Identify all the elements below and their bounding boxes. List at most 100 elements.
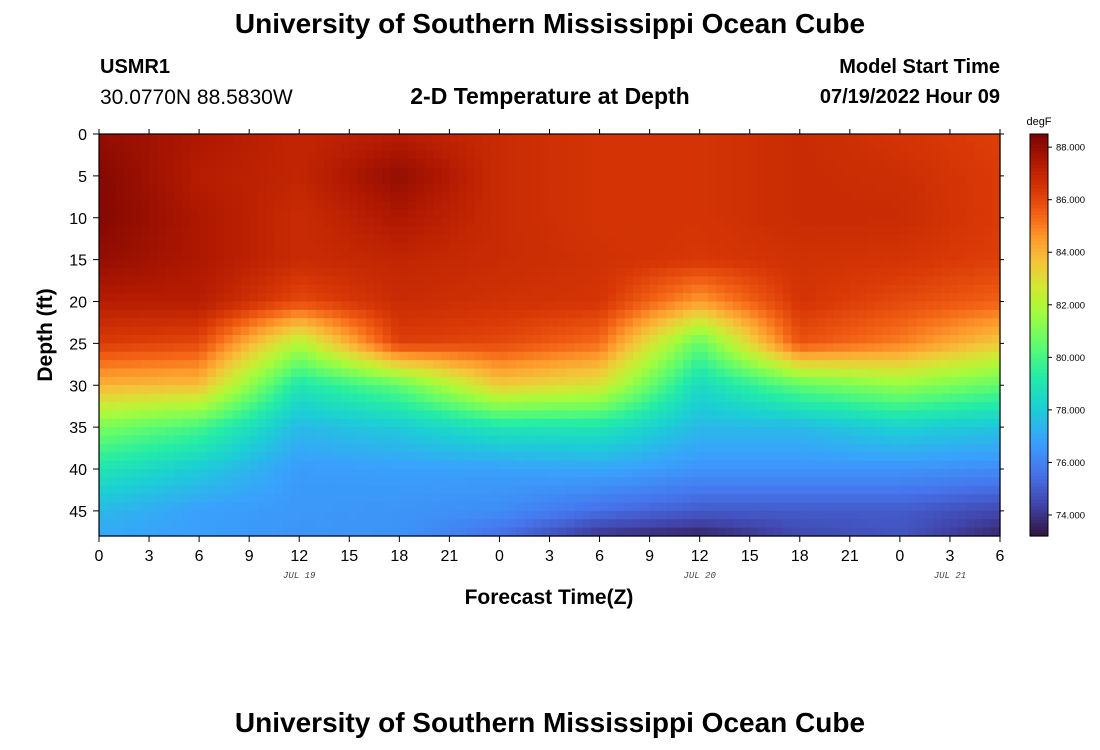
- heatmap-cell: [257, 402, 267, 411]
- heatmap-cell: [791, 335, 801, 344]
- heatmap-cell: [532, 443, 542, 453]
- heatmap-cell: [983, 318, 993, 328]
- heatmap-cell: [507, 318, 517, 328]
- heatmap-cell: [482, 268, 492, 277]
- heatmap-cell: [315, 184, 325, 194]
- heatmap-cell: [416, 402, 425, 411]
- heatmap-cell: [516, 402, 526, 411]
- heatmap-cell: [866, 460, 876, 470]
- heatmap-cell: [991, 376, 1001, 386]
- heatmap-cell: [841, 343, 851, 353]
- heatmap-cell: [849, 485, 859, 495]
- heatmap-cell: [649, 268, 659, 277]
- heatmap-cell: [549, 502, 559, 512]
- heatmap-cell: [399, 134, 409, 143]
- heatmap-cell: [532, 276, 542, 286]
- heatmap-cell: [182, 184, 192, 194]
- heatmap-cell: [574, 494, 584, 504]
- heatmap-cell: [332, 284, 342, 294]
- heatmap-cell: [265, 259, 275, 269]
- heatmap-cell: [724, 343, 734, 353]
- heatmap-cell: [941, 368, 951, 378]
- heatmap-cell: [616, 293, 626, 303]
- heatmap-cell: [833, 452, 843, 462]
- heatmap-cell: [574, 427, 584, 437]
- heatmap-cell: [783, 318, 793, 328]
- heatmap-cell: [682, 351, 692, 361]
- heatmap-cell: [382, 427, 392, 437]
- heatmap-cell: [933, 368, 943, 378]
- heatmap-cell: [215, 402, 225, 411]
- heatmap-cell: [741, 167, 751, 177]
- heatmap-cell: [733, 318, 742, 328]
- heatmap-cell: [591, 276, 601, 286]
- heatmap-cell: [165, 393, 175, 403]
- heatmap-cell: [124, 435, 133, 445]
- heatmap-cell: [874, 485, 884, 495]
- heatmap-cell: [607, 435, 617, 445]
- heatmap-cell: [808, 268, 818, 277]
- heatmap-cell: [215, 318, 225, 328]
- heatmap-cell: [891, 150, 901, 160]
- heatmap-cell: [507, 335, 517, 344]
- heatmap-cell: [449, 209, 459, 219]
- heatmap-cell: [991, 410, 1001, 420]
- heatmap-cell: [416, 427, 425, 437]
- heatmap-cell: [399, 376, 409, 386]
- heatmap-cell: [307, 159, 317, 169]
- heatmap-cell: [249, 335, 259, 344]
- heatmap-cell: [741, 150, 751, 160]
- heatmap-cell: [265, 276, 275, 286]
- heatmap-cell: [749, 242, 759, 252]
- heatmap-cell: [599, 159, 609, 169]
- heatmap-cell: [474, 452, 484, 462]
- heatmap-cell: [841, 376, 851, 386]
- heatmap-cell: [499, 167, 509, 177]
- heatmap-cell: [682, 326, 692, 336]
- heatmap-cell: [699, 326, 709, 336]
- heatmap-cell: [899, 335, 909, 344]
- heatmap-cell: [649, 209, 659, 219]
- heatmap-cell: [441, 226, 450, 236]
- heatmap-cell: [474, 217, 484, 227]
- heatmap-cell: [132, 360, 142, 370]
- heatmap-cell: [340, 477, 350, 487]
- heatmap-cell: [299, 469, 309, 478]
- heatmap-cell: [499, 376, 509, 386]
- heatmap-cell: [157, 217, 167, 227]
- heatmap-cell: [224, 351, 234, 361]
- heatmap-cell: [382, 469, 392, 478]
- heatmap-cell: [874, 502, 884, 512]
- heatmap-cell: [441, 368, 450, 378]
- heatmap-cell: [165, 494, 175, 504]
- heatmap-cell: [232, 402, 242, 411]
- heatmap-cell: [124, 510, 133, 520]
- heatmap-cell: [174, 452, 184, 462]
- heatmap-cell: [307, 318, 317, 328]
- heatmap-cell: [883, 134, 893, 143]
- heatmap-cell: [916, 251, 926, 261]
- heatmap-cell: [916, 343, 926, 353]
- heatmap-cell: [824, 309, 834, 319]
- heatmap-cell: [607, 326, 617, 336]
- heatmap-cell: [466, 318, 476, 328]
- heatmap-cell: [657, 184, 667, 194]
- heatmap-cell: [416, 510, 425, 520]
- heatmap-cell: [349, 309, 359, 319]
- heatmap-cell: [566, 134, 576, 143]
- heatmap-cell: [99, 276, 108, 286]
- heatmap-cell: [332, 477, 342, 487]
- heatmap-cell: [466, 184, 476, 194]
- heatmap-cell: [758, 268, 767, 277]
- heatmap-cell: [582, 226, 592, 236]
- heatmap-cell: [858, 510, 868, 520]
- heatmap-cell: [958, 410, 968, 420]
- heatmap-cell: [416, 435, 425, 445]
- heatmap-cell: [708, 293, 717, 303]
- heatmap-cell: [808, 494, 818, 504]
- heatmap-cell: [674, 335, 684, 344]
- heatmap-cell: [766, 326, 776, 336]
- heatmap-cell: [165, 268, 175, 277]
- heatmap-cell: [340, 335, 350, 344]
- heatmap-cell: [324, 360, 334, 370]
